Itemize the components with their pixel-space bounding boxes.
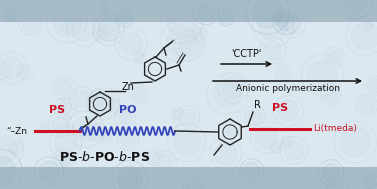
Text: PS: PS — [49, 105, 66, 115]
Text: PS: PS — [272, 103, 288, 113]
Circle shape — [118, 110, 132, 125]
Circle shape — [131, 86, 146, 100]
Bar — [0, 22, 377, 167]
Text: 'CCTP': 'CCTP' — [231, 49, 262, 59]
Circle shape — [103, 132, 110, 140]
Circle shape — [327, 50, 341, 64]
Circle shape — [93, 92, 104, 103]
Circle shape — [57, 101, 72, 116]
Circle shape — [90, 126, 103, 139]
Circle shape — [135, 53, 144, 62]
Circle shape — [284, 141, 304, 160]
Circle shape — [0, 156, 16, 187]
Circle shape — [252, 0, 283, 28]
Circle shape — [98, 19, 120, 41]
Circle shape — [187, 179, 203, 189]
Circle shape — [1, 57, 23, 79]
Circle shape — [167, 26, 196, 56]
Circle shape — [120, 33, 143, 55]
Circle shape — [248, 108, 262, 122]
Circle shape — [178, 109, 196, 127]
Circle shape — [119, 12, 131, 24]
Circle shape — [55, 80, 72, 96]
Circle shape — [255, 126, 278, 149]
Circle shape — [213, 80, 242, 108]
Circle shape — [173, 129, 200, 156]
Text: “–Zn: “–Zn — [6, 126, 27, 136]
Circle shape — [54, 131, 77, 153]
Circle shape — [308, 61, 337, 90]
Circle shape — [173, 109, 182, 118]
Circle shape — [370, 79, 377, 92]
Circle shape — [179, 35, 201, 56]
Text: R: R — [254, 100, 261, 110]
Circle shape — [277, 13, 295, 31]
Circle shape — [6, 11, 15, 20]
Circle shape — [62, 156, 72, 166]
Circle shape — [38, 161, 59, 182]
Circle shape — [0, 136, 17, 163]
Circle shape — [273, 144, 280, 151]
Circle shape — [122, 174, 138, 189]
Circle shape — [52, 116, 69, 133]
Circle shape — [277, 68, 288, 79]
Circle shape — [22, 15, 39, 32]
Circle shape — [365, 22, 372, 29]
Circle shape — [110, 101, 120, 110]
Circle shape — [157, 154, 173, 170]
Text: Li(tmeda): Li(tmeda) — [313, 125, 357, 133]
Text: $\bf{PS}$-$\it{b}$-$\bf{PO}$-$\it{b}$-$\bf{PS}$: $\bf{PS}$-$\it{b}$-$\bf{PO}$-$\it{b}$-$\… — [60, 150, 150, 164]
Circle shape — [101, 3, 107, 10]
Circle shape — [11, 142, 22, 153]
Circle shape — [263, 41, 282, 60]
Circle shape — [196, 30, 205, 39]
Circle shape — [73, 116, 98, 142]
Circle shape — [40, 126, 47, 133]
Circle shape — [359, 98, 374, 113]
Circle shape — [0, 64, 8, 77]
Text: PO: PO — [119, 105, 136, 115]
Circle shape — [259, 12, 288, 41]
Circle shape — [53, 9, 81, 37]
Text: Zn: Zn — [121, 82, 135, 92]
Circle shape — [325, 175, 344, 189]
Circle shape — [74, 91, 91, 108]
Circle shape — [222, 77, 244, 98]
Circle shape — [228, 125, 238, 135]
Text: Anionic polymerization: Anionic polymerization — [236, 84, 340, 93]
Circle shape — [344, 0, 367, 14]
Bar — [0, 0, 377, 22]
Circle shape — [322, 164, 340, 181]
Circle shape — [243, 163, 260, 179]
Circle shape — [121, 133, 135, 147]
Circle shape — [284, 16, 301, 34]
Circle shape — [21, 67, 31, 77]
Circle shape — [92, 92, 114, 115]
Circle shape — [277, 100, 299, 121]
Circle shape — [55, 152, 67, 164]
Circle shape — [214, 143, 237, 165]
Circle shape — [99, 16, 120, 36]
Circle shape — [148, 151, 160, 163]
Circle shape — [197, 3, 215, 21]
Circle shape — [323, 88, 338, 103]
Circle shape — [221, 12, 232, 23]
Circle shape — [95, 30, 106, 40]
Circle shape — [63, 21, 73, 31]
Circle shape — [117, 166, 142, 189]
Circle shape — [283, 138, 290, 146]
Circle shape — [365, 175, 375, 186]
Circle shape — [277, 15, 287, 24]
Circle shape — [72, 18, 95, 41]
Circle shape — [167, 7, 196, 37]
Circle shape — [352, 22, 377, 50]
Circle shape — [340, 127, 370, 157]
Bar — [0, 167, 377, 189]
